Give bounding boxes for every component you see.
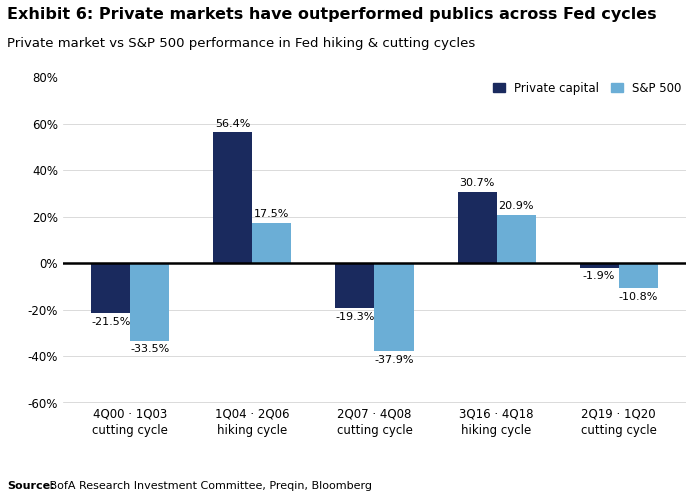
Text: Exhibit 6: Private markets have outperformed publics across Fed cycles: Exhibit 6: Private markets have outperfo… bbox=[7, 8, 657, 22]
Bar bbox=[91, 263, 130, 313]
Text: -10.8%: -10.8% bbox=[619, 292, 658, 302]
Bar bbox=[130, 263, 169, 341]
Bar bbox=[580, 263, 619, 268]
Legend: Private capital, S&P 500: Private capital, S&P 500 bbox=[488, 77, 686, 100]
Bar bbox=[619, 263, 658, 288]
Text: -1.9%: -1.9% bbox=[583, 271, 615, 281]
Text: 56.4%: 56.4% bbox=[215, 119, 251, 129]
Text: Private market vs S&P 500 performance in Fed hiking & cutting cycles: Private market vs S&P 500 performance in… bbox=[7, 38, 475, 51]
Text: 17.5%: 17.5% bbox=[254, 209, 290, 219]
Text: -19.3%: -19.3% bbox=[335, 312, 375, 322]
Text: Source:: Source: bbox=[7, 481, 55, 491]
Bar bbox=[253, 222, 291, 263]
Bar bbox=[496, 214, 536, 263]
Bar bbox=[458, 192, 496, 263]
Text: -37.9%: -37.9% bbox=[374, 354, 414, 364]
Bar bbox=[214, 132, 253, 263]
Text: -21.5%: -21.5% bbox=[91, 316, 130, 326]
Bar bbox=[335, 263, 375, 308]
Text: BofA Research Investment Committee, Preqin, Bloomberg: BofA Research Investment Committee, Preq… bbox=[46, 481, 372, 491]
Text: -33.5%: -33.5% bbox=[130, 344, 169, 354]
Text: 30.7%: 30.7% bbox=[459, 178, 495, 188]
Text: 20.9%: 20.9% bbox=[498, 201, 534, 211]
Bar bbox=[374, 263, 414, 351]
